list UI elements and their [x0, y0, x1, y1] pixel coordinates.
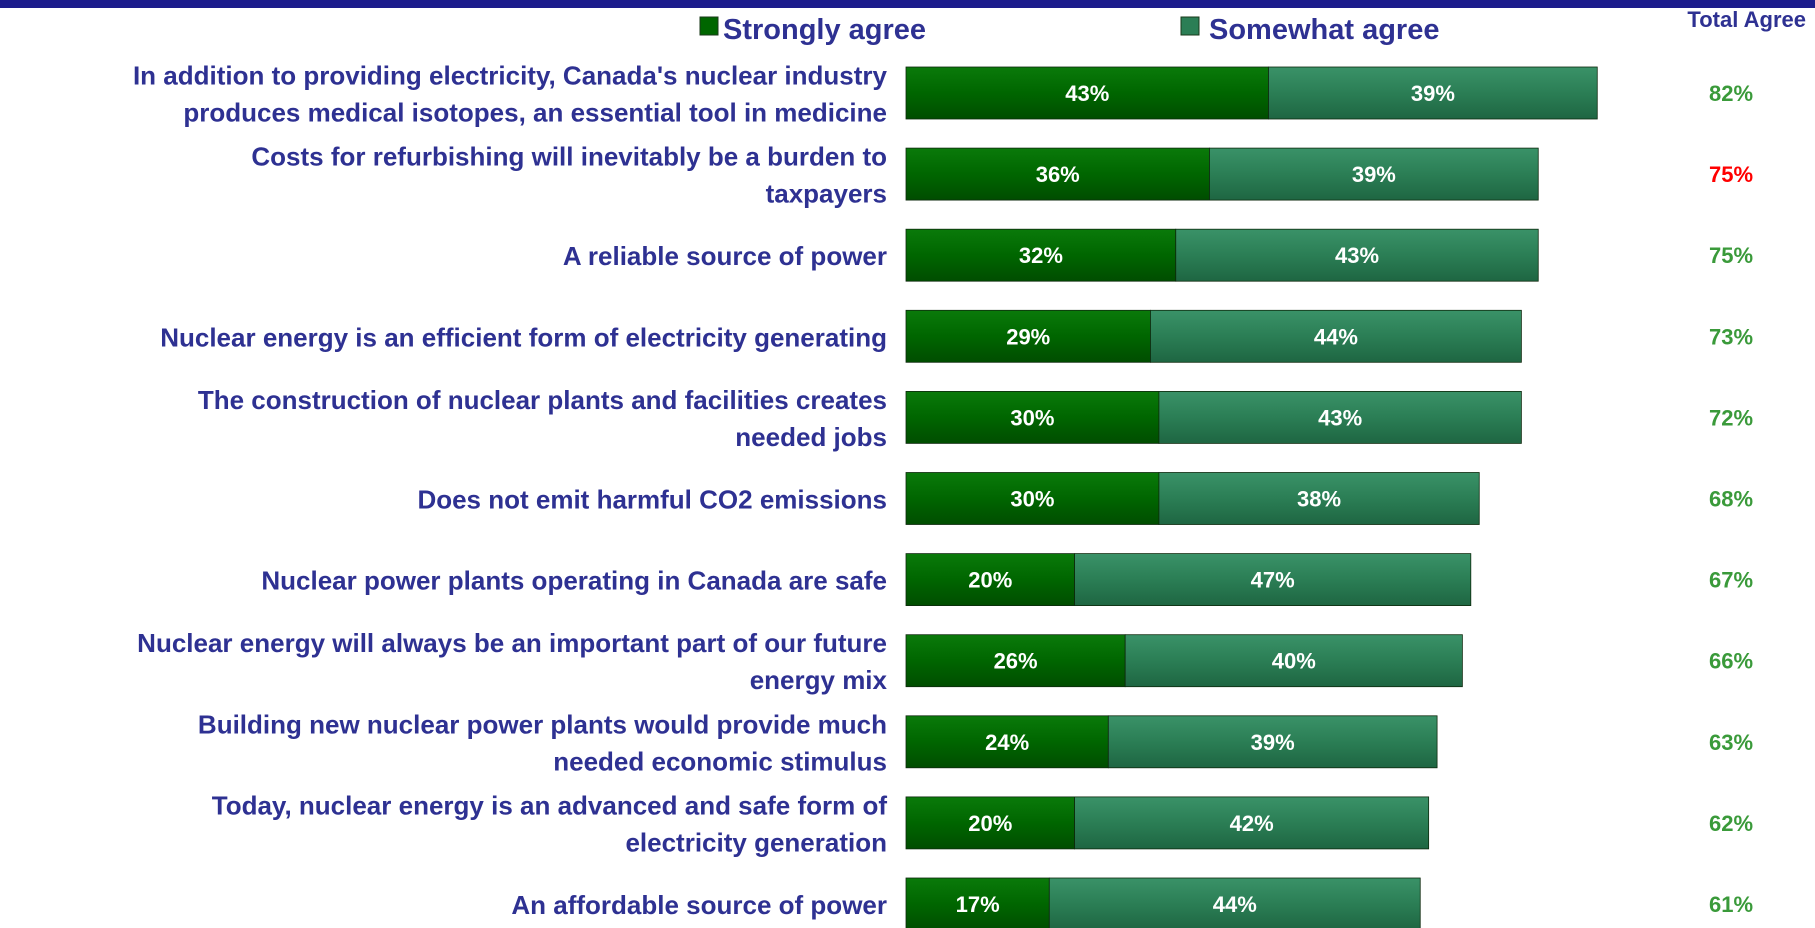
bar-segment-somewhat-agree	[1048, 877, 1421, 928]
legend-swatch-1	[699, 16, 719, 36]
bar-value-label: 29%	[1006, 324, 1050, 349]
bar-value-label: 43%	[1065, 81, 1109, 106]
total-agree-value: 61%	[1709, 892, 1753, 917]
category-label: Does not emit harmful CO2 emissions	[417, 485, 887, 515]
total-agree-value: 63%	[1709, 730, 1753, 755]
chart-row: Building new nuclear power plants would …	[198, 709, 1753, 776]
category-label: Building new nuclear power plants would …	[198, 709, 887, 739]
chart-row: Nuclear power plants operating in Canada…	[261, 553, 1753, 606]
bar-value-label: 32%	[1019, 243, 1063, 268]
category-label: needed economic stimulus	[553, 746, 887, 776]
category-label: Costs for refurbishing will inevitably b…	[251, 142, 887, 172]
bar-segment-somewhat-agree	[1107, 715, 1438, 769]
total-agree-value: 67%	[1709, 568, 1753, 593]
bar-value-label: 38%	[1297, 487, 1341, 512]
category-label: Nuclear energy is an efficient form of e…	[160, 322, 887, 352]
bar-segment-somewhat-agree	[1158, 390, 1522, 444]
category-label: taxpayers	[766, 179, 887, 209]
chart-row: Costs for refurbishing will inevitably b…	[251, 142, 1753, 209]
bar-value-label: 36%	[1036, 162, 1080, 187]
category-label: Nuclear energy will always be an importa…	[137, 628, 887, 658]
chart-row: A reliable source of power 32% 43% 75%	[563, 228, 1753, 282]
category-label: produces medical isotopes, an essential …	[183, 98, 887, 128]
chart-row: The construction of nuclear plants and f…	[198, 385, 1753, 452]
chart-row: Does not emit harmful CO2 emissions 30% 38…	[417, 472, 1753, 525]
category-label: In addition to providing electricity, Ca…	[133, 61, 888, 91]
chart-row: Today, nuclear energy is an advanced and…	[212, 790, 1753, 857]
total-agree-value: 75%	[1709, 243, 1753, 268]
bar-segment-strongly-agree	[905, 390, 1160, 444]
bar-segment-strongly-agree	[905, 66, 1269, 120]
category-label: Today, nuclear energy is an advanced and…	[212, 790, 888, 820]
bar-value-label: 24%	[985, 730, 1029, 755]
chart-row: An affordable source of power 17% 44% 61%	[511, 877, 1753, 928]
bar-value-label: 44%	[1314, 324, 1358, 349]
bar-value-label: 43%	[1335, 243, 1379, 268]
total-agree-value: 73%	[1709, 324, 1753, 349]
top-header-bar	[0, 0, 1815, 8]
category-label: An affordable source of power	[511, 890, 887, 920]
category-label: The construction of nuclear plants and f…	[198, 385, 887, 415]
total-agree-value: 72%	[1709, 405, 1753, 430]
bar-value-label: 43%	[1318, 405, 1362, 430]
bar-segment-somewhat-agree	[1158, 472, 1480, 525]
bar-value-label: 44%	[1213, 892, 1257, 917]
bar-value-label: 39%	[1352, 162, 1396, 187]
bar-value-label: 39%	[1411, 81, 1455, 106]
bar-segment-strongly-agree	[905, 796, 1076, 850]
chart-rows: In addition to providing electricity, Ca…	[133, 61, 1753, 928]
category-label: A reliable source of power	[563, 241, 887, 271]
bar-value-label: 47%	[1251, 568, 1295, 593]
category-label: electricity generation	[625, 827, 887, 857]
chart-row: Nuclear energy is an efficient form of e…	[160, 309, 1753, 363]
legend-label-1: Strongly agree	[723, 14, 926, 46]
bar-segment-strongly-agree	[905, 309, 1151, 363]
bar-segment-strongly-agree	[905, 877, 1050, 928]
bar-value-label: 26%	[994, 649, 1038, 674]
bar-segment-somewhat-agree	[1124, 634, 1463, 688]
bar-value-label: 40%	[1272, 649, 1316, 674]
bar-segment-somewhat-agree	[1209, 147, 1539, 201]
bar-segment-strongly-agree	[905, 715, 1109, 769]
legend-label-2: Somewhat agree	[1209, 14, 1439, 46]
bar-value-label: 39%	[1251, 730, 1295, 755]
bar-value-label: 30%	[1010, 405, 1054, 430]
bar-segment-strongly-agree	[905, 553, 1076, 606]
category-label: Nuclear power plants operating in Canada…	[261, 566, 887, 596]
bar-segment-somewhat-agree	[1268, 66, 1598, 120]
bar-segment-somewhat-agree	[1150, 309, 1522, 363]
total-agree-value: 75%	[1709, 162, 1753, 187]
bar-segment-somewhat-agree	[1175, 228, 1539, 282]
bar-segment-strongly-agree	[905, 472, 1160, 525]
chart-row: Nuclear energy will always be an importa…	[137, 628, 1753, 695]
chart-row: In addition to providing electricity, Ca…	[133, 61, 1753, 128]
chart-legend: Strongly agree Somewhat agree	[699, 14, 1439, 46]
category-label: needed jobs	[735, 422, 887, 452]
total-agree-value: 68%	[1709, 487, 1753, 512]
bar-value-label: 17%	[956, 892, 1000, 917]
category-label: energy mix	[750, 665, 888, 695]
total-agree-value: 62%	[1709, 811, 1753, 836]
legend-swatch-2	[1180, 16, 1200, 36]
bar-value-label: 30%	[1010, 487, 1054, 512]
bar-value-label: 42%	[1230, 811, 1274, 836]
bar-segment-somewhat-agree	[1074, 796, 1430, 850]
bar-segment-strongly-agree	[905, 228, 1177, 282]
total-agree-value: 66%	[1709, 649, 1753, 674]
total-agree-header: Total Agree	[1687, 7, 1806, 32]
bar-value-label: 20%	[968, 811, 1012, 836]
total-agree-value: 82%	[1709, 81, 1753, 106]
bar-value-label: 20%	[968, 568, 1012, 593]
bar-segment-strongly-agree	[905, 634, 1126, 688]
bar-segment-somewhat-agree	[1074, 553, 1472, 606]
